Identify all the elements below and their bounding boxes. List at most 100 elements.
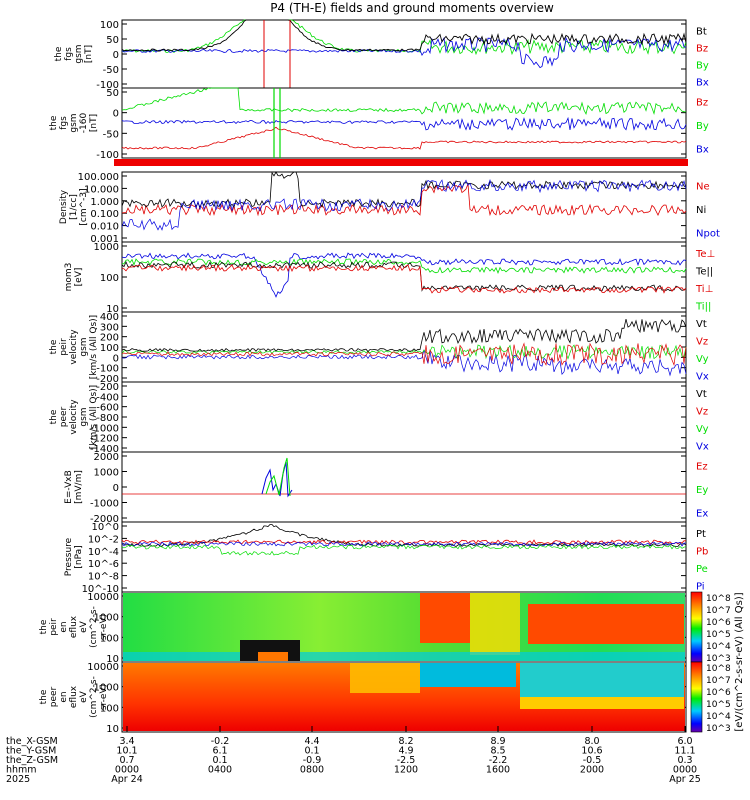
y-tick-label: 0 xyxy=(113,109,119,120)
spectrogram-block xyxy=(470,593,520,655)
legend-entry: Ti|| xyxy=(695,301,711,312)
spectrogram-block xyxy=(528,604,684,644)
colorbar-tick: 10^5 xyxy=(706,700,731,710)
legend-entry: Bx xyxy=(696,144,709,155)
spectrogram-block xyxy=(520,663,684,697)
y-tick-label: 10 xyxy=(106,654,119,665)
y-tick-label: -100 xyxy=(96,150,119,161)
y-axis-label: eV xyxy=(79,690,89,703)
y-tick-label: 400 xyxy=(100,312,119,323)
x-row-label: the_Y-GSM xyxy=(6,746,56,757)
legend-entry: Pb xyxy=(696,546,708,557)
legend-entry: Ez xyxy=(696,462,708,473)
y-axis-label: (cm^2-s- xyxy=(89,676,99,718)
y-axis-label: gsm xyxy=(74,44,84,63)
panel-frame xyxy=(121,311,687,383)
trace-bt xyxy=(121,19,687,52)
x-row-value: 3.4 xyxy=(119,736,134,747)
x-row-value: 8.2 xyxy=(398,736,413,747)
colorbar-label: [eV/(cm^2-s-sr-eV) (All Qs)] xyxy=(734,592,745,731)
y-axis-label: [mV/m] xyxy=(74,470,84,504)
panel-frame xyxy=(121,19,687,89)
y-axis-label: fgs xyxy=(59,116,69,130)
y-tick-label: -1400 xyxy=(90,444,119,455)
x-row-value: 8.9 xyxy=(490,736,505,747)
y-tick-label: 1.000 xyxy=(90,197,119,208)
y-axis-label: E=-VxB xyxy=(64,470,74,504)
y-axis-label: gsm xyxy=(79,337,89,356)
colorbar xyxy=(690,591,703,663)
x-row-value: 8.0 xyxy=(584,736,599,747)
x-row-value: 8.5 xyxy=(490,746,505,757)
panel-frame xyxy=(121,241,687,313)
y-tick-label: 0 xyxy=(113,50,119,61)
x-row-value: 0.3 xyxy=(677,755,692,766)
x-row-value: 1200 xyxy=(394,765,418,776)
panel-temperature: 1000 100 10 mom3 [eV] Te⊥ Te|| Ti⊥ Ti|| xyxy=(64,241,715,315)
panel-peer-velocity: -200-400-600-800-1000-1200-1400 the peer ve… xyxy=(49,381,709,455)
trace-vy xyxy=(121,344,687,360)
y-tick-label: 100 xyxy=(100,20,119,31)
legend-entry: Vt xyxy=(696,319,707,330)
y-tick-label: -1000 xyxy=(90,423,119,434)
x-row-value: -0.9 xyxy=(303,755,322,766)
legend-entry: Vx xyxy=(696,441,709,452)
y-axis-label: the xyxy=(54,46,64,61)
y-axis-label: [nT] xyxy=(84,45,94,63)
y-axis-label: the xyxy=(49,115,59,130)
y-axis-label: the xyxy=(49,339,59,354)
trace-ni xyxy=(121,171,687,209)
trace-bx xyxy=(121,36,687,69)
legend-entry: Ni xyxy=(696,205,706,216)
x-row-value: 2000 xyxy=(580,765,604,776)
legend-entry: Ex xyxy=(696,508,708,519)
y-axis-label: peer xyxy=(49,686,59,707)
legend-entry: Ne xyxy=(696,182,710,193)
x-row-value: 0000 xyxy=(115,765,139,776)
colorbar-tick: 10^4 xyxy=(706,642,731,652)
y-tick-label: 10^-10 xyxy=(82,584,119,595)
y-axis-label: velocity xyxy=(69,399,79,435)
x-row-value: -0.2 xyxy=(211,736,230,747)
y-tick-label: 10^-2 xyxy=(88,534,119,545)
y-tick-label: 2000 xyxy=(94,452,119,463)
trace-vz xyxy=(121,342,687,367)
y-axis-label: en xyxy=(59,621,69,632)
y-tick-label: 10^0 xyxy=(92,522,119,533)
legend-entry: Bz xyxy=(696,44,708,55)
x-row-value: -0.5 xyxy=(583,755,602,766)
y-tick-label: -200 xyxy=(96,382,119,393)
y-tick-label: 100 xyxy=(100,273,119,284)
y-tick-label: 1000 xyxy=(94,242,119,253)
y-tick-label: 200 xyxy=(100,333,119,344)
y-axis-label: fgs xyxy=(64,47,74,61)
y-axis-label: gsm xyxy=(79,407,89,426)
x-row-value: 6.1 xyxy=(212,746,227,757)
spectrogram-block xyxy=(350,663,420,693)
y-tick-label: -50 xyxy=(103,65,119,76)
legend-entry: Bt xyxy=(696,27,707,38)
trace-bz xyxy=(121,126,687,150)
trace-ti xyxy=(121,252,687,298)
spectrogram-block xyxy=(123,652,685,661)
legend-entry: Vx xyxy=(696,371,709,382)
y-tick-label: 0.001 xyxy=(90,234,119,245)
y-tick-label: -800 xyxy=(96,413,119,424)
colorbar-tick: 10^3 xyxy=(706,724,731,734)
y-axis-label: [km/s (All Qs)] xyxy=(89,315,99,379)
legend-entry: Pt xyxy=(696,529,706,540)
y-tick-label: 1000 xyxy=(94,468,119,479)
x-row-value: Apr 25 xyxy=(669,774,701,785)
x-row-value: 0.7 xyxy=(119,755,134,766)
y-axis-label: peir xyxy=(59,338,69,356)
legend-entry: Vz xyxy=(696,406,708,417)
y-axis-label: [cm^-3] xyxy=(79,188,89,225)
colorbar-tick: 10^8 xyxy=(706,594,731,604)
y-axis-label: peir xyxy=(49,618,59,636)
y-tick-label: 10.000 xyxy=(84,184,119,195)
y-tick-label: -2000 xyxy=(90,514,119,525)
x-row-label: the_Z-GSM xyxy=(6,755,58,766)
panel-frame xyxy=(121,451,687,523)
